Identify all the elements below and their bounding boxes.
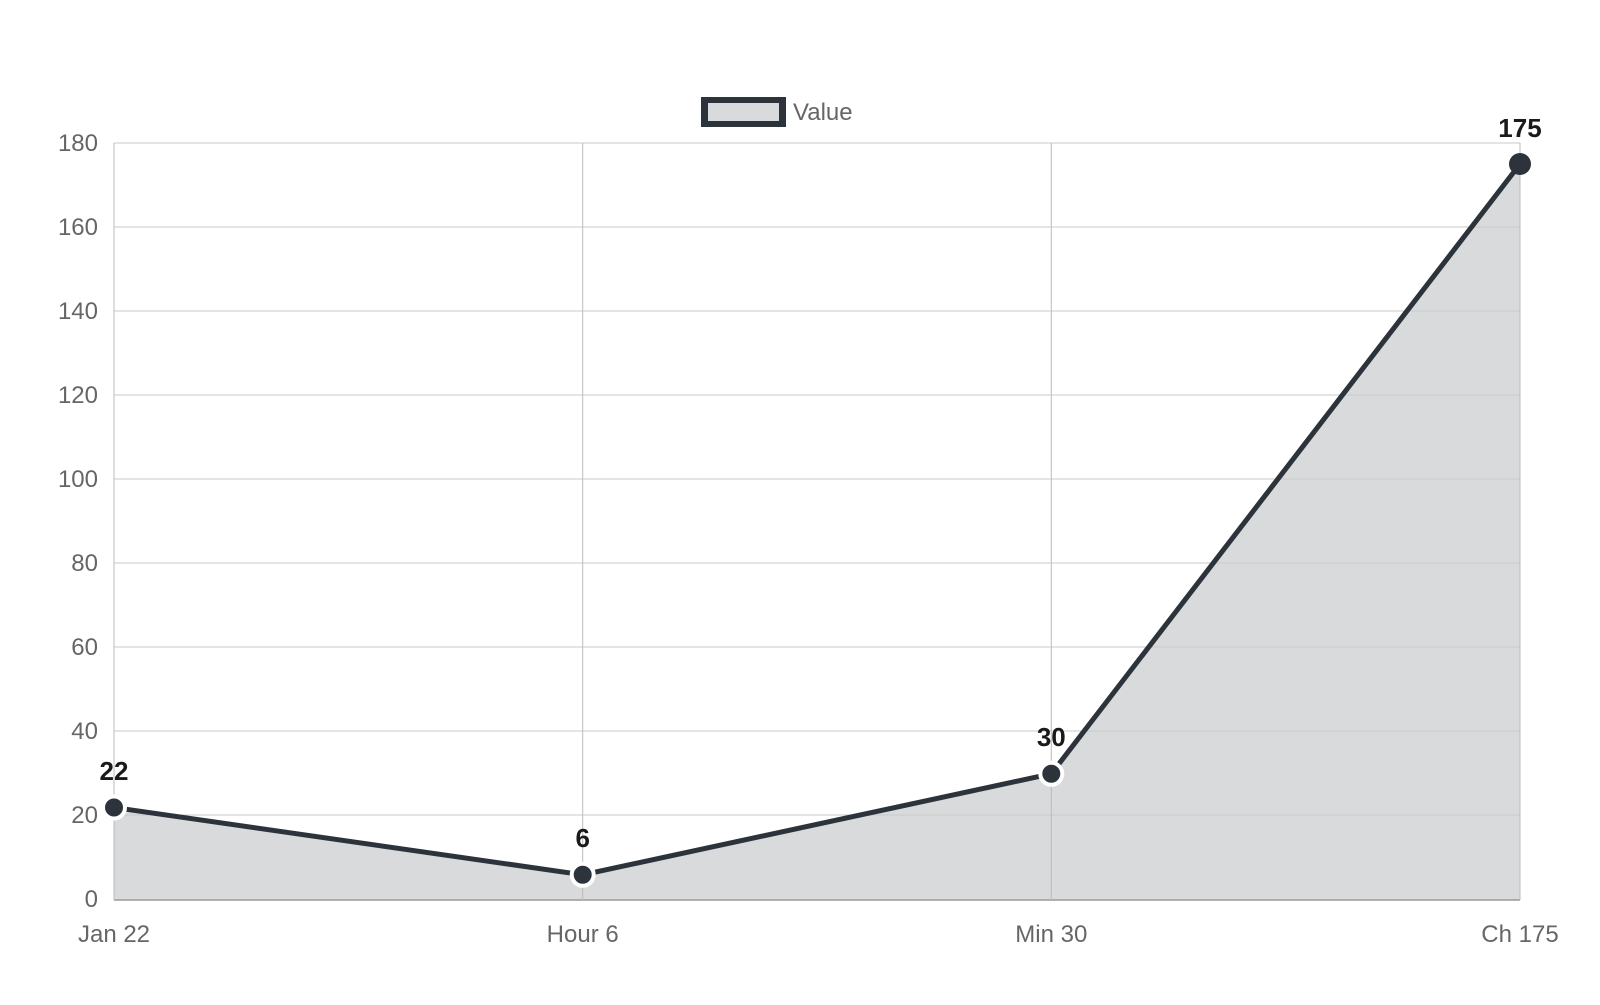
svg-text:180: 180 (58, 130, 98, 157)
svg-text:80: 80 (71, 550, 98, 577)
svg-text:22: 22 (100, 756, 129, 786)
svg-text:120: 120 (58, 382, 98, 409)
svg-text:0: 0 (85, 886, 98, 913)
svg-text:Jan 22: Jan 22 (78, 921, 150, 948)
svg-text:100: 100 (58, 466, 98, 493)
svg-text:20: 20 (71, 802, 98, 829)
svg-text:Hour 6: Hour 6 (547, 921, 619, 948)
svg-text:Min 30: Min 30 (1015, 921, 1087, 948)
svg-text:6: 6 (575, 823, 589, 853)
svg-text:Value: Value (793, 99, 853, 126)
svg-text:40: 40 (71, 718, 98, 745)
svg-text:60: 60 (71, 634, 98, 661)
svg-text:175: 175 (1498, 113, 1541, 143)
svg-text:160: 160 (58, 214, 98, 241)
svg-text:140: 140 (58, 298, 98, 325)
svg-text:Ch 175: Ch 175 (1481, 921, 1558, 948)
svg-text:30: 30 (1037, 722, 1066, 752)
